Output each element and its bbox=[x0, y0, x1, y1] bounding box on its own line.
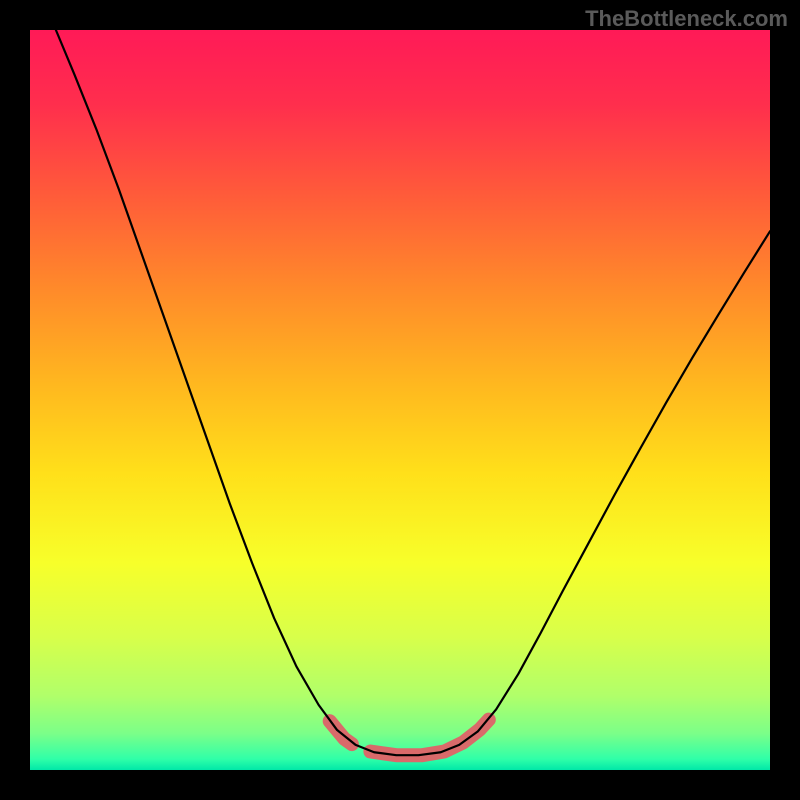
chart-svg bbox=[0, 0, 800, 800]
watermark-text: TheBottleneck.com bbox=[585, 6, 788, 32]
chart-background bbox=[30, 30, 770, 770]
bottleneck-chart: TheBottleneck.com bbox=[0, 0, 800, 800]
